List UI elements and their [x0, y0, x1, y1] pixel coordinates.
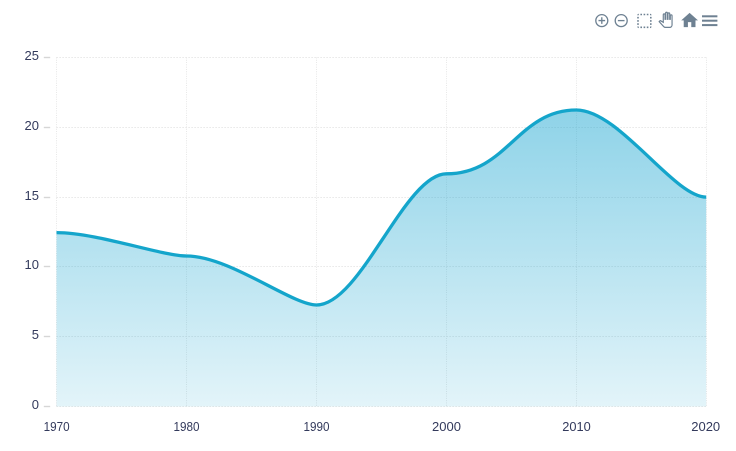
svg-text:2020: 2020	[691, 419, 720, 434]
svg-text:10: 10	[25, 257, 39, 272]
svg-text:1980: 1980	[174, 419, 200, 434]
svg-text:5: 5	[32, 327, 39, 342]
svg-text:20: 20	[25, 118, 39, 133]
svg-text:0: 0	[32, 397, 39, 412]
svg-text:25: 25	[25, 48, 39, 63]
svg-text:1990: 1990	[304, 419, 330, 434]
svg-text:2000: 2000	[432, 419, 461, 434]
svg-text:15: 15	[25, 188, 39, 203]
svg-text:1970: 1970	[44, 419, 70, 434]
svg-text:2010: 2010	[562, 419, 591, 434]
